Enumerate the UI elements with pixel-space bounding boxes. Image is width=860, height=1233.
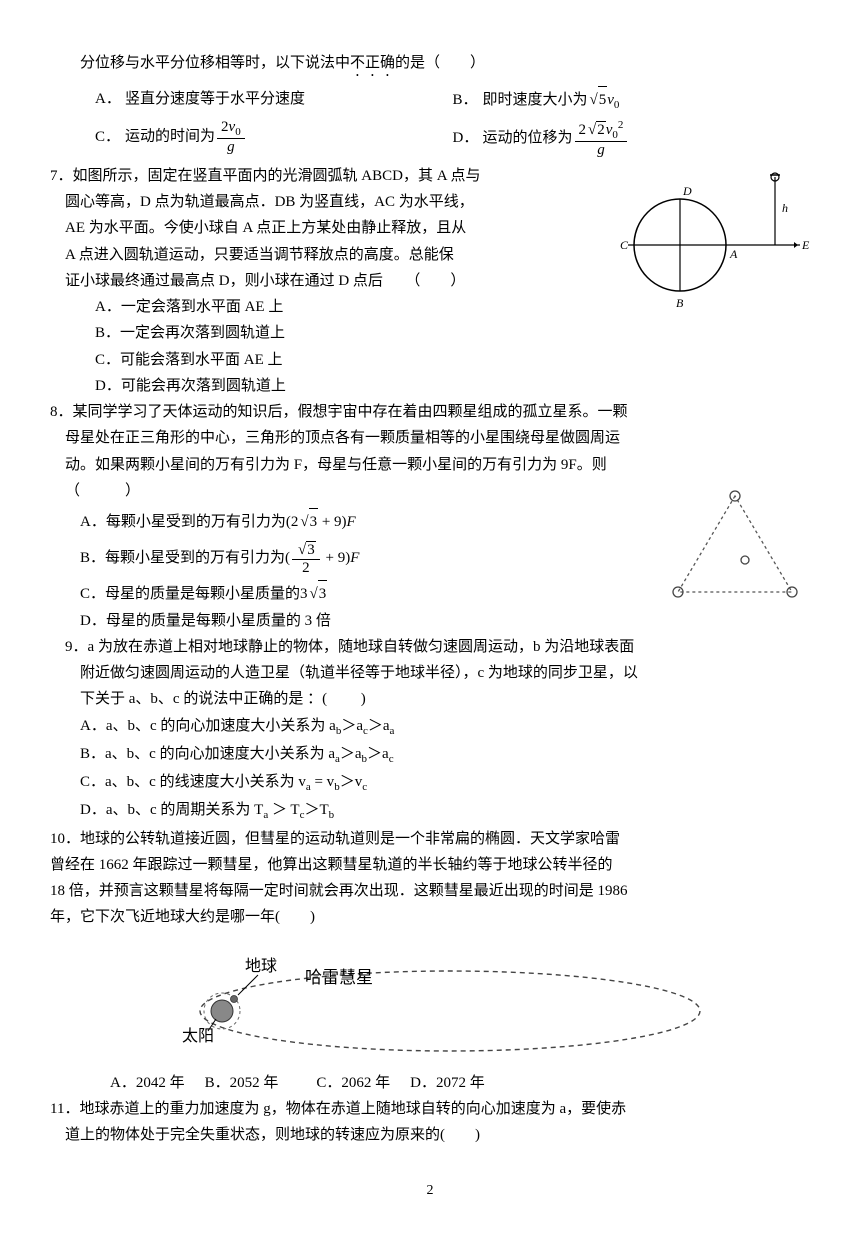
option-text: 运动的位移为 xyxy=(483,130,573,146)
text: C．a、b、c 的线速度大小关系为 v xyxy=(80,774,306,790)
sqrt-3: 3 xyxy=(298,508,318,535)
text: B．a、b、c 的向心加速度大小关系为 a xyxy=(80,746,335,762)
q10-line-3: 18 倍，并预言这颗彗星将每隔一定时间就会再次出现．这颗彗星最近出现的时间是 1… xyxy=(50,878,810,904)
q10-line-4: 年，它下次飞近地球大约是哪一年( ) xyxy=(50,904,810,930)
label-comet: 哈雷慧星 xyxy=(305,968,373,987)
q10: 10．地球的公转轨道接近圆，但彗星的运动轨道则是一个非常扁的椭圆．天文学家哈雷 … xyxy=(50,826,810,1097)
label-C: C xyxy=(620,238,629,252)
q6-options-row-2: C．运动的时间为2v0g D．运动的位移为22v02g xyxy=(50,119,810,159)
text: ＞ T xyxy=(268,802,299,818)
comet-orbit-svg: 地球 太阳 哈雷慧星 xyxy=(150,931,710,1061)
text: + 9) xyxy=(318,514,346,530)
q7-option-d: D．可能会再次落到圆轨道上 xyxy=(50,373,810,399)
text: 某同学学习了天体运动的知识后，假想宇宙中存在着由四颗星组成的孤立星系。一颗 xyxy=(73,404,628,420)
v0: v xyxy=(607,92,614,108)
q-number: 7． xyxy=(50,168,73,184)
q7-option-c: C．可能会落到水平面 AE 上 xyxy=(50,347,810,373)
label-earth: 地球 xyxy=(245,957,277,975)
q6-stem-text-2: 的是（ ） xyxy=(395,55,485,71)
label-B: B xyxy=(676,296,684,310)
text: 如图所示，固定在竖直平面内的光滑圆弧轨 ABCD，其 A 点与 xyxy=(73,168,481,184)
label-E: E xyxy=(801,238,810,252)
q9-option-a: A．a、b、c 的向心加速度大小关系为 ab＞ac＞aa xyxy=(50,713,810,741)
arrow-right xyxy=(794,242,798,248)
q10-option-c: C．2062 年 xyxy=(316,1070,390,1096)
q10-figure: 地球 太阳 哈雷慧星 xyxy=(50,931,810,1070)
text: ＞a xyxy=(367,746,389,762)
option-label: B． xyxy=(453,87,483,113)
text: 地球赤道上的重力加速度为 g，物体在赤道上随地球自转的向心加速度为 a，要使赤 xyxy=(79,1101,626,1117)
q-number: 11． xyxy=(50,1101,79,1117)
fraction: 22v02g xyxy=(575,119,628,159)
q10-option-d: D．2072 年 xyxy=(410,1070,485,1096)
sqrt-5: 5 xyxy=(588,86,608,113)
sqrt-3: 3 xyxy=(308,580,328,607)
option-label: C． xyxy=(95,124,125,150)
q-number: 9． xyxy=(65,639,88,655)
text: A．每颗小星受到的万有引力为 xyxy=(80,514,286,530)
text: ＞a xyxy=(341,718,363,734)
q9-option-c: C．a、b、c 的线速度大小关系为 va = vb＞vc xyxy=(50,769,810,797)
option-text: 竖直分速度等于水平分速度 xyxy=(125,91,305,107)
option-text: 运动的时间为 xyxy=(125,129,215,145)
q6-options-row-1: A．竖直分速度等于水平分速度 B．即时速度大小为5v0 xyxy=(50,86,810,115)
label-A: A xyxy=(729,247,738,261)
q9-line-1: 9．a 为放在赤道上相对地球静止的物体，随地球自转做匀速圆周运动，b 为沿地球表… xyxy=(50,634,810,660)
q9: 9．a 为放在赤道上相对地球静止的物体，随地球自转做匀速圆周运动，b 为沿地球表… xyxy=(50,634,810,826)
q11-line-1: 11．地球赤道上的重力加速度为 g，物体在赤道上随地球自转的向心加速度为 a，要… xyxy=(50,1096,810,1122)
option-label: A． xyxy=(95,86,125,112)
exam-page: 分位移与水平分位移相等时，以下说法中不正确的是（ ） A．竖直分速度等于水平分速… xyxy=(0,0,860,1233)
q8: 8．某同学学习了天体运动的知识后，假想宇宙中存在着由四颗星组成的孤立星系。一颗 … xyxy=(50,399,810,634)
q10-option-b: B．2052 年 xyxy=(205,1070,279,1096)
label-h: h xyxy=(782,201,788,215)
q6-option-c: C．运动的时间为2v0g xyxy=(95,119,453,159)
q9-line-3: 下关于 a、b、c 的说法中正确的是 ：( ) xyxy=(50,686,810,712)
fraction: 2v0g xyxy=(217,119,245,156)
text: = v xyxy=(311,774,334,790)
text: B．每颗小星受到的万有引力为 xyxy=(80,550,285,566)
q9-line-2: 附近做匀速圆周运动的人造卫星（轨道半径等于地球半径），c 为地球的同步卫星，以 xyxy=(50,660,810,686)
q7: D C A E B h 7．如图所示，固定在竖直平面内的光滑圆弧轨 ABCD，其… xyxy=(50,163,810,399)
q-number: 10． xyxy=(50,831,80,847)
text: 地球的公转轨道接近圆，但彗星的运动轨道则是一个非常扁的椭圆．天文学家哈雷 xyxy=(80,831,620,847)
q10-line-2: 曾经在 1662 年跟踪过一颗彗星，他算出这颗彗星轨道的半长轴约等于地球公转半径… xyxy=(50,852,810,878)
text: ＞a xyxy=(368,718,390,734)
text: C．母星的质量是每颗小星质量的 xyxy=(80,586,300,602)
q9-option-d: D．a、b、c 的周期关系为 Ta ＞ Tc＞Tb xyxy=(50,797,810,825)
q6-stem-text-1: 分位移与水平分位移相等时，以下说法中 xyxy=(80,55,350,71)
sub-0: 0 xyxy=(614,99,620,111)
q6-option-d: D．运动的位移为22v02g xyxy=(453,119,811,159)
q8-line-2: 母星处在正三角形的中心，三角形的顶点各有一颗质量相等的小星围绕母星做圆周运 xyxy=(50,425,810,451)
q6-option-a: A．竖直分速度等于水平分速度 xyxy=(95,86,453,115)
option-text: 即时速度大小为 xyxy=(483,92,588,108)
q10-line-1: 10．地球的公转轨道接近圆，但彗星的运动轨道则是一个非常扁的椭圆．天文学家哈雷 xyxy=(50,826,810,852)
text: a 为放在赤道上相对地球静止的物体，随地球自转做匀速圆周运动，b 为沿地球表面 xyxy=(88,639,635,655)
triangle-svg xyxy=(660,482,810,612)
text: ＞a xyxy=(340,746,362,762)
circle-track-svg: D C A E B h xyxy=(620,167,810,317)
q10-options: A．2042 年 B．2052 年 C．2062 年 D．2072 年 xyxy=(50,1070,810,1096)
q7-figure: D C A E B h xyxy=(620,167,810,326)
q6-emph: 不正确 xyxy=(350,55,395,71)
q6-option-b: B．即时速度大小为5v0 xyxy=(453,86,811,115)
q9-option-b: B．a、b、c 的向心加速度大小关系为 aa＞ab＞ac xyxy=(50,741,810,769)
q8-line-3: 动。如果两颗小星间的万有引力为 F，母星与任意一颗小星间的万有引力为 9F。则 xyxy=(50,452,810,478)
q8-line-1: 8．某同学学习了天体运动的知识后，假想宇宙中存在着由四颗星组成的孤立星系。一颗 xyxy=(50,399,810,425)
text: + 9) xyxy=(322,550,350,566)
q11: 11．地球赤道上的重力加速度为 g，物体在赤道上随地球自转的向心加速度为 a，要… xyxy=(50,1096,810,1149)
fraction: 32 xyxy=(292,541,320,576)
q-number: 8． xyxy=(50,404,73,420)
label-D: D xyxy=(682,184,692,198)
q8-figure xyxy=(660,482,810,621)
option-label: D． xyxy=(453,125,483,151)
text: A．a、b、c 的向心加速度大小关系为 a xyxy=(80,718,336,734)
text: ＞v xyxy=(340,774,363,790)
q10-option-a: A．2042 年 xyxy=(110,1070,185,1096)
q11-line-2: 道上的物体处于完全失重状态，则地球的转速应为原来的( ) xyxy=(50,1122,810,1148)
text: ＞T xyxy=(305,802,329,818)
page-number: 2 xyxy=(50,1179,810,1204)
q6-stem-tail: 分位移与水平分位移相等时，以下说法中不正确的是（ ） xyxy=(50,50,810,80)
text: D．a、b、c 的周期关系为 T xyxy=(80,802,263,818)
